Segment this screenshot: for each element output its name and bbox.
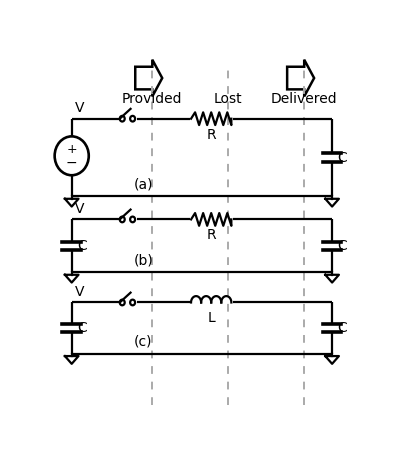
Text: L: L — [207, 311, 215, 325]
Text: C: C — [338, 321, 348, 335]
Text: R: R — [206, 128, 216, 141]
Text: V: V — [75, 101, 84, 115]
Text: V: V — [75, 285, 84, 299]
Text: C: C — [77, 321, 87, 335]
Text: C: C — [338, 151, 348, 165]
Text: Provided: Provided — [122, 92, 182, 106]
Text: C: C — [338, 239, 348, 253]
Text: C: C — [77, 239, 87, 253]
Text: +: + — [66, 144, 77, 157]
Text: (a): (a) — [134, 177, 153, 191]
Text: (c): (c) — [134, 335, 152, 348]
Text: (b): (b) — [134, 253, 154, 267]
Text: Delivered: Delivered — [271, 92, 338, 106]
Text: Lost: Lost — [214, 92, 242, 106]
Text: R: R — [206, 228, 216, 242]
Text: V: V — [75, 202, 84, 216]
Text: −: − — [66, 156, 78, 170]
